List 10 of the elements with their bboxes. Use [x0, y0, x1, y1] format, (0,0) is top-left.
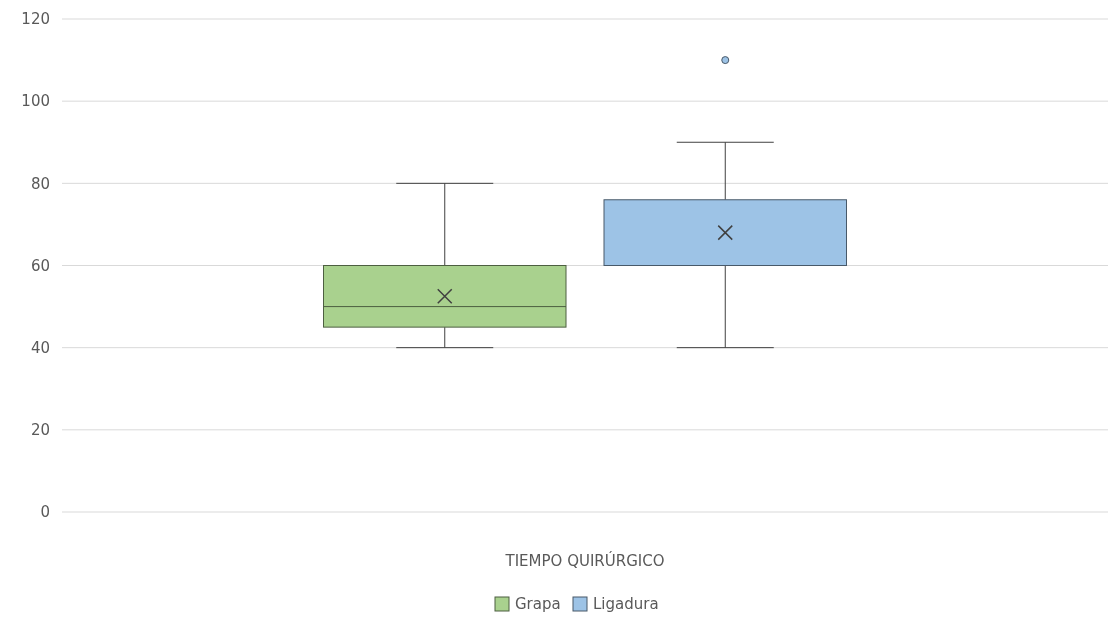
legend-label: Grapa: [515, 595, 561, 614]
x-axis-title: TIEMPO QUIRÚRGICO: [504, 551, 665, 570]
y-tick-label: 60: [30, 256, 50, 275]
legend-label: Ligadura: [593, 595, 659, 614]
y-tick-label: 80: [30, 174, 50, 193]
y-tick-label: 100: [21, 92, 50, 111]
y-tick-label: 0: [40, 503, 50, 522]
y-tick-label: 40: [30, 338, 50, 357]
y-tick-label: 20: [30, 421, 50, 440]
y-tick-label: 120: [21, 10, 50, 29]
